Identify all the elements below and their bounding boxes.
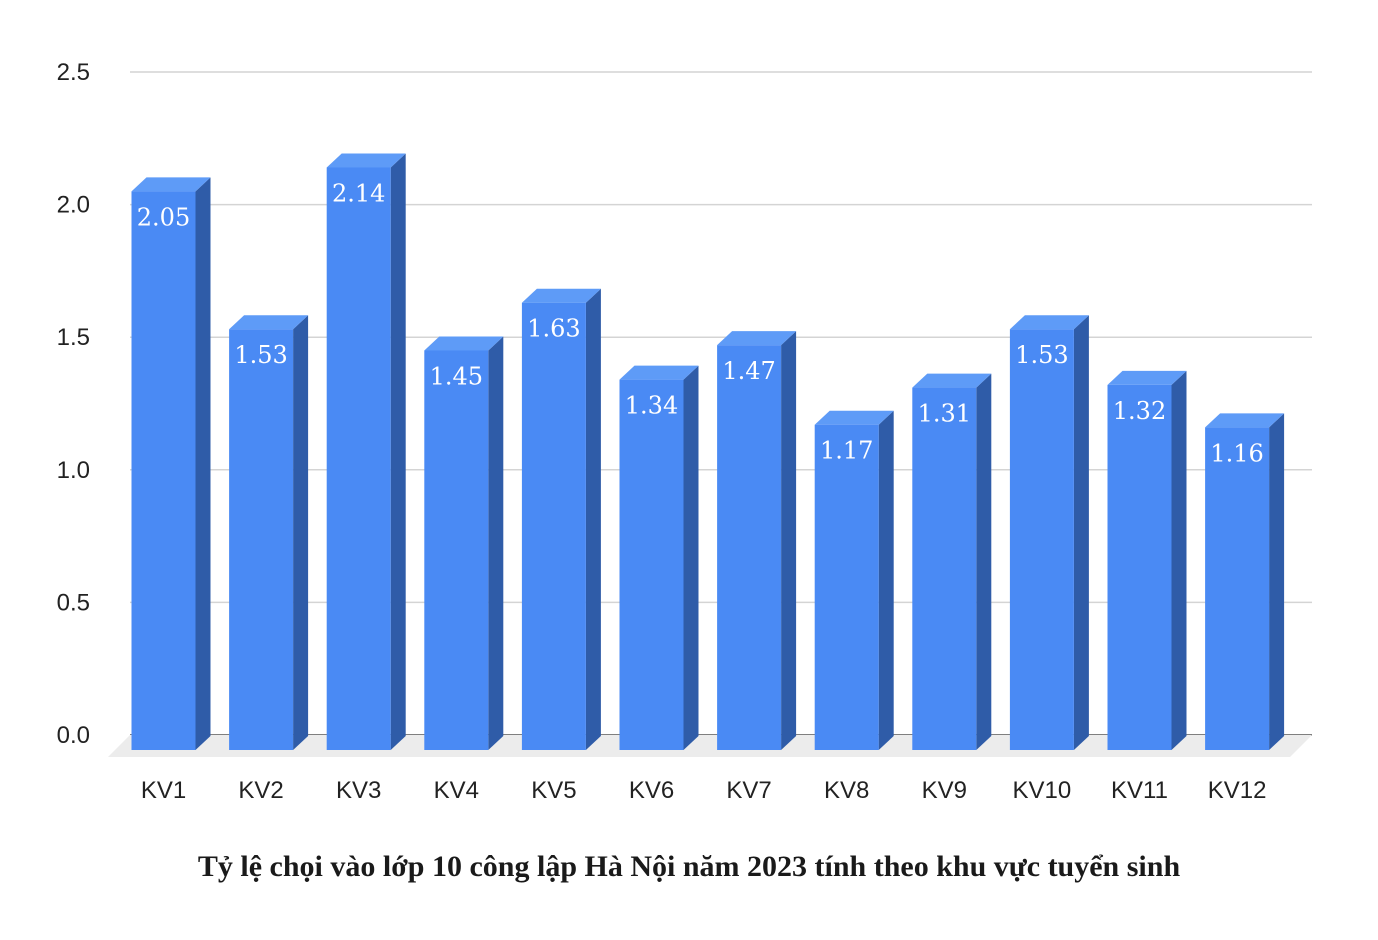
bar-value-label: 1.45 (430, 362, 483, 390)
bar: 1.31 (912, 373, 992, 750)
x-tick-label: KV4 (434, 777, 479, 804)
bar-front (814, 424, 879, 750)
bar-side (1171, 370, 1187, 750)
bar-value-label: 1.31 (918, 400, 971, 428)
bar: 1.45 (424, 336, 504, 750)
x-tick-label: KV10 (1013, 777, 1072, 804)
x-tick-label: KV2 (238, 777, 283, 804)
bar-value-label: 1.17 (820, 437, 873, 465)
bar: 1.16 (1205, 413, 1285, 750)
bar-top (521, 288, 601, 303)
bar-top (326, 153, 406, 168)
bar-side (488, 336, 504, 750)
bar-value-label: 2.05 (137, 203, 190, 231)
y-tick-label: 1.5 (57, 324, 90, 351)
x-tick-label: KV5 (531, 777, 576, 804)
bar-front (1009, 329, 1074, 750)
bar-front (424, 350, 489, 750)
bar-front (521, 302, 586, 750)
bar-value-label: 1.47 (722, 357, 775, 385)
bar-side (585, 288, 601, 750)
y-axis-ticks: 0.0 0.5 1.0 1.5 2.0 2.5 (57, 59, 90, 749)
y-tick-label: 2.0 (57, 192, 90, 219)
bar-front (619, 379, 684, 750)
bar-front (1107, 384, 1172, 750)
bar: 2.05 (131, 177, 211, 751)
bar-top (814, 410, 894, 425)
bar-value-label: 1.16 (1210, 439, 1263, 467)
bar: 1.63 (521, 288, 601, 750)
y-tick-label: 2.5 (57, 59, 90, 86)
bar-side (683, 365, 699, 750)
bar: 1.47 (717, 331, 797, 750)
bar: 1.34 (619, 365, 699, 750)
bar-side (390, 153, 406, 751)
bar-top (912, 373, 992, 388)
x-tick-label: KV1 (141, 777, 186, 804)
bar-front (131, 191, 196, 751)
x-tick-label: KV11 (1111, 777, 1168, 804)
bar-top (1107, 370, 1187, 385)
bar-side (293, 315, 309, 750)
bar-top (229, 315, 309, 330)
bar-side (1073, 315, 1089, 750)
bar-front (1205, 427, 1270, 750)
x-tick-label: KV8 (824, 777, 869, 804)
bar-front (229, 329, 294, 750)
bar: 2.14 (326, 153, 406, 751)
bar-front (326, 167, 391, 751)
x-tick-label: KV3 (336, 777, 381, 804)
bar-top (1205, 413, 1285, 428)
bar-value-label: 1.63 (527, 315, 580, 343)
bar-value-label: 1.53 (1015, 341, 1068, 369)
chart-title: Tỷ lệ chọi vào lớp 10 công lập Hà Nội nă… (197, 850, 1181, 883)
bar-chart: 0.0 0.5 1.0 1.5 2.0 2.5 2.05 1.53 2.14 1.45 1.63 1… (57, 59, 1312, 804)
bar-side (781, 331, 797, 750)
bar-value-label: 1.34 (625, 392, 678, 420)
bar-top (619, 365, 699, 380)
bar-top (131, 177, 211, 192)
y-tick-label: 0.5 (57, 589, 90, 616)
bar-top (1009, 315, 1089, 330)
bar-value-label: 2.14 (332, 179, 385, 207)
bar: 1.53 (229, 315, 309, 750)
bar: 1.17 (814, 410, 894, 750)
bar-side (878, 410, 894, 750)
x-tick-label: KV12 (1208, 777, 1267, 804)
x-axis-labels: KV1 KV2 KV3 KV4 KV5 KV6 KV7 KV8 KV9 KV10 KV11 KV12 (141, 777, 1267, 804)
bar-top (717, 331, 797, 346)
bar-value-label: 1.53 (234, 341, 287, 369)
y-tick-label: 0.0 (57, 722, 90, 749)
bar-front (717, 345, 782, 750)
bars: 2.05 1.53 2.14 1.45 1.63 1.34 1.47 1.17 1.31 1.53… (131, 153, 1285, 751)
x-tick-label: KV7 (726, 777, 771, 804)
bar-front (912, 387, 977, 750)
x-tick-label: KV9 (922, 777, 967, 804)
bar-side (195, 177, 211, 751)
bar-side (1269, 413, 1285, 750)
bar-side (976, 373, 992, 750)
bar-top (424, 336, 504, 351)
x-tick-label: KV6 (629, 777, 674, 804)
bar: 1.32 (1107, 370, 1187, 750)
y-tick-label: 1.0 (57, 457, 90, 484)
bar-value-label: 1.32 (1113, 397, 1166, 425)
bar: 1.53 (1009, 315, 1089, 750)
